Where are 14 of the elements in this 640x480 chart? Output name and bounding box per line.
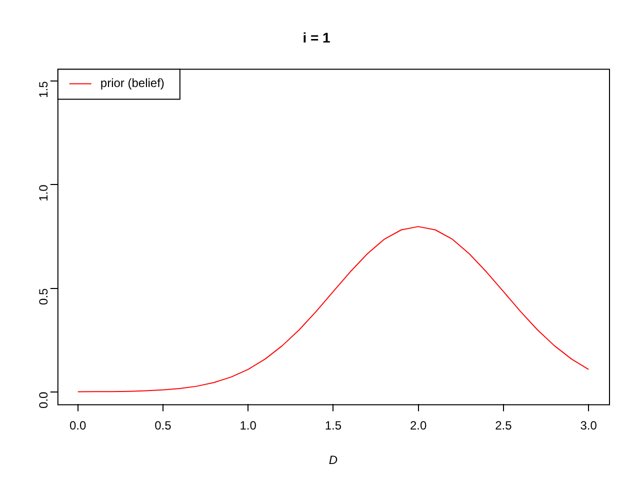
x-tick-label: 0.5	[154, 418, 172, 433]
chart-title: i = 1	[302, 29, 331, 46]
legend-label: prior (belief)	[100, 76, 164, 90]
x-tick-label: 1.5	[324, 418, 342, 433]
x-axis-title: D	[328, 453, 338, 468]
x-tick-label: 2.5	[495, 418, 512, 433]
y-tick-label: 0.0	[36, 391, 51, 408]
y-tick-label: 1.0	[36, 184, 51, 202]
x-tick-label: 0.0	[69, 418, 86, 433]
x-tick-label: 1.0	[240, 418, 257, 433]
y-tick-label: 0.5	[36, 288, 51, 305]
x-tick-label: 2.0	[410, 418, 427, 433]
x-tick-label: 3.0	[580, 418, 598, 433]
y-tick-label: 1.5	[36, 80, 51, 98]
